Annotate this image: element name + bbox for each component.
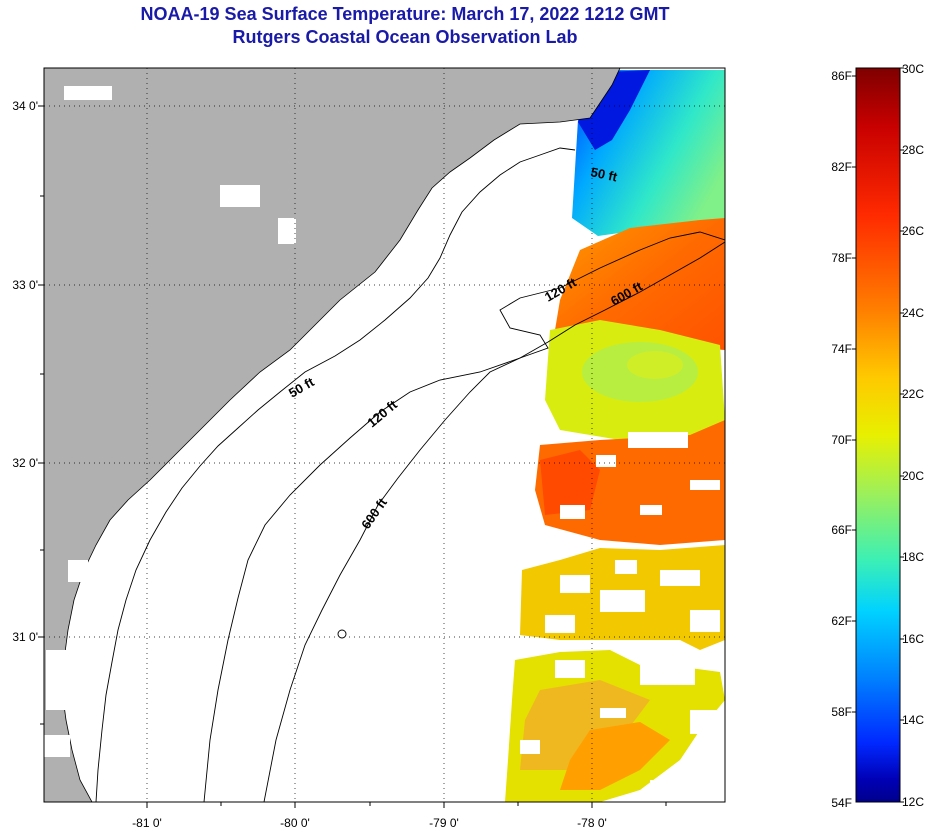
- lat-label: 33 0': [12, 278, 38, 292]
- colorbar-c-label: 26C: [902, 224, 925, 238]
- colorbar-c-label: 16C: [902, 632, 925, 646]
- map-frame: [43, 67, 726, 803]
- land-gap: [44, 735, 70, 757]
- colorbar-f-label: 74F: [831, 342, 852, 356]
- colorbar-f-label: 70F: [831, 433, 852, 447]
- land-gap: [64, 86, 112, 100]
- chart-subtitle: Rutgers Coastal Ocean Observation Lab: [232, 27, 578, 47]
- colorbar-f-label: 62F: [831, 614, 852, 628]
- contour-label: 50 ft: [589, 164, 619, 184]
- contour-600ft: [263, 241, 725, 802]
- lon-label: -80 0': [280, 816, 310, 830]
- graticule: [44, 68, 725, 802]
- lat-label: 32 0': [12, 456, 38, 470]
- contour-120ft: [203, 231, 725, 802]
- colorbar-f-label: 58F: [831, 705, 852, 719]
- contour-seamount: [337, 629, 347, 639]
- land-gap: [278, 218, 296, 244]
- colorbar-c-label: 18C: [902, 550, 925, 564]
- lon-label: -78 0': [577, 816, 607, 830]
- lat-label: 34 0': [12, 99, 38, 113]
- colorbar-c-label: 22C: [902, 387, 925, 401]
- colorbar-c-label: 24C: [902, 306, 925, 320]
- land-gap: [220, 185, 260, 207]
- colorbar: [855, 67, 901, 803]
- lon-label: -79 0': [429, 816, 459, 830]
- land-gap: [68, 560, 88, 582]
- colorbar-ticks: [852, 67, 904, 803]
- colorbar-c-label: 12C: [902, 795, 925, 809]
- colorbar-c-label: 14C: [902, 713, 925, 727]
- colorbar-c-label: 30C: [902, 62, 925, 76]
- colorbar-c-label: 28C: [902, 143, 925, 157]
- lon-label: -81 0': [132, 816, 162, 830]
- colorbar-f-label: 82F: [831, 160, 852, 174]
- colorbar-f-label: 66F: [831, 523, 852, 537]
- colorbar-f-label: 78F: [831, 251, 852, 265]
- land-gap: [46, 650, 72, 710]
- axis-ticks: [38, 105, 667, 808]
- colorbar-c-label: 20C: [902, 469, 925, 483]
- lat-label: 31 0': [12, 630, 38, 644]
- chart-title: NOAA-19 Sea Surface Temperature: March 1…: [140, 4, 670, 24]
- sst-swath: [505, 70, 725, 802]
- colorbar-f-label: 86F: [831, 69, 852, 83]
- colorbar-f-label: 54F: [831, 796, 852, 810]
- contour-50ft: [95, 147, 576, 802]
